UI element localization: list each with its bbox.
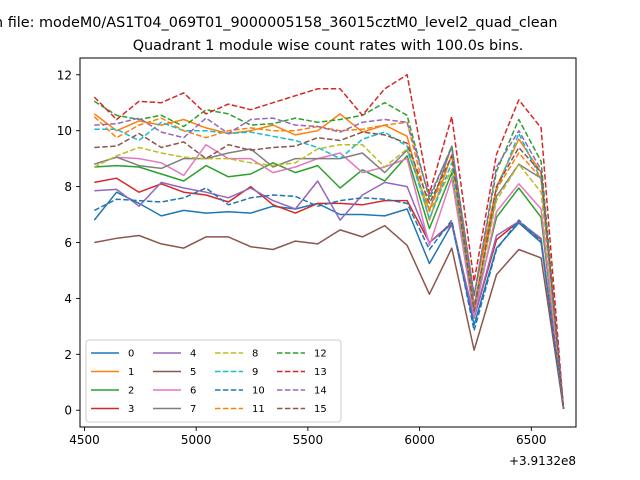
x-tick-label: 6500: [516, 433, 547, 447]
series-line-15: [94, 131, 565, 409]
y-tick-label: 12: [57, 68, 72, 82]
x-tick-label: 5500: [293, 433, 324, 447]
series-line-14: [94, 117, 565, 409]
y-tick-label: 10: [57, 124, 72, 138]
series-line-1: [93, 113, 565, 409]
x-tick-label: 6000: [404, 433, 435, 447]
y-tick-label: 2: [64, 348, 72, 362]
legend-label: 7: [190, 404, 196, 415]
legend-label: 5: [190, 367, 196, 378]
legend-label: 14: [314, 386, 327, 397]
legend-label: 12: [314, 349, 327, 360]
legend-label: 9: [252, 367, 258, 378]
series-line-10: [93, 187, 565, 409]
series-line-13: [93, 74, 565, 409]
series-line-5: [94, 224, 565, 409]
legend-label: 2: [128, 386, 134, 397]
y-tick-label: 6: [64, 236, 72, 250]
series-line-8: [93, 143, 565, 409]
legend-label: 6: [190, 386, 196, 397]
y-tick-label: 8: [64, 180, 72, 194]
x-offset-label: +3.9132e8: [509, 454, 576, 468]
legend-label: 1: [128, 367, 134, 378]
x-tick-label: 4500: [69, 433, 100, 447]
legend-label: 15: [314, 404, 327, 415]
legend-label: 11: [252, 404, 265, 415]
y-tick-label: 4: [64, 292, 72, 306]
series-lines: [93, 74, 565, 409]
legend-label: 0: [128, 349, 134, 360]
legend-label: 8: [252, 349, 258, 360]
series-line-6: [94, 143, 565, 409]
legend-label: 10: [252, 386, 265, 397]
x-tick-label: 5000: [181, 433, 212, 447]
legend-label: 13: [314, 367, 327, 378]
legend-box: [85, 339, 342, 423]
series-line-4: [94, 180, 565, 409]
chart-title: Quadrant 1 module wise count rates with …: [133, 38, 524, 54]
y-tick-label: 0: [64, 404, 72, 418]
legend-label: 4: [190, 349, 196, 360]
chart-suptitle: n file: modeM0/AS1T04_069T01_9000005158_…: [0, 15, 558, 31]
series-line-0: [93, 191, 565, 409]
legend-label: 3: [128, 404, 134, 415]
